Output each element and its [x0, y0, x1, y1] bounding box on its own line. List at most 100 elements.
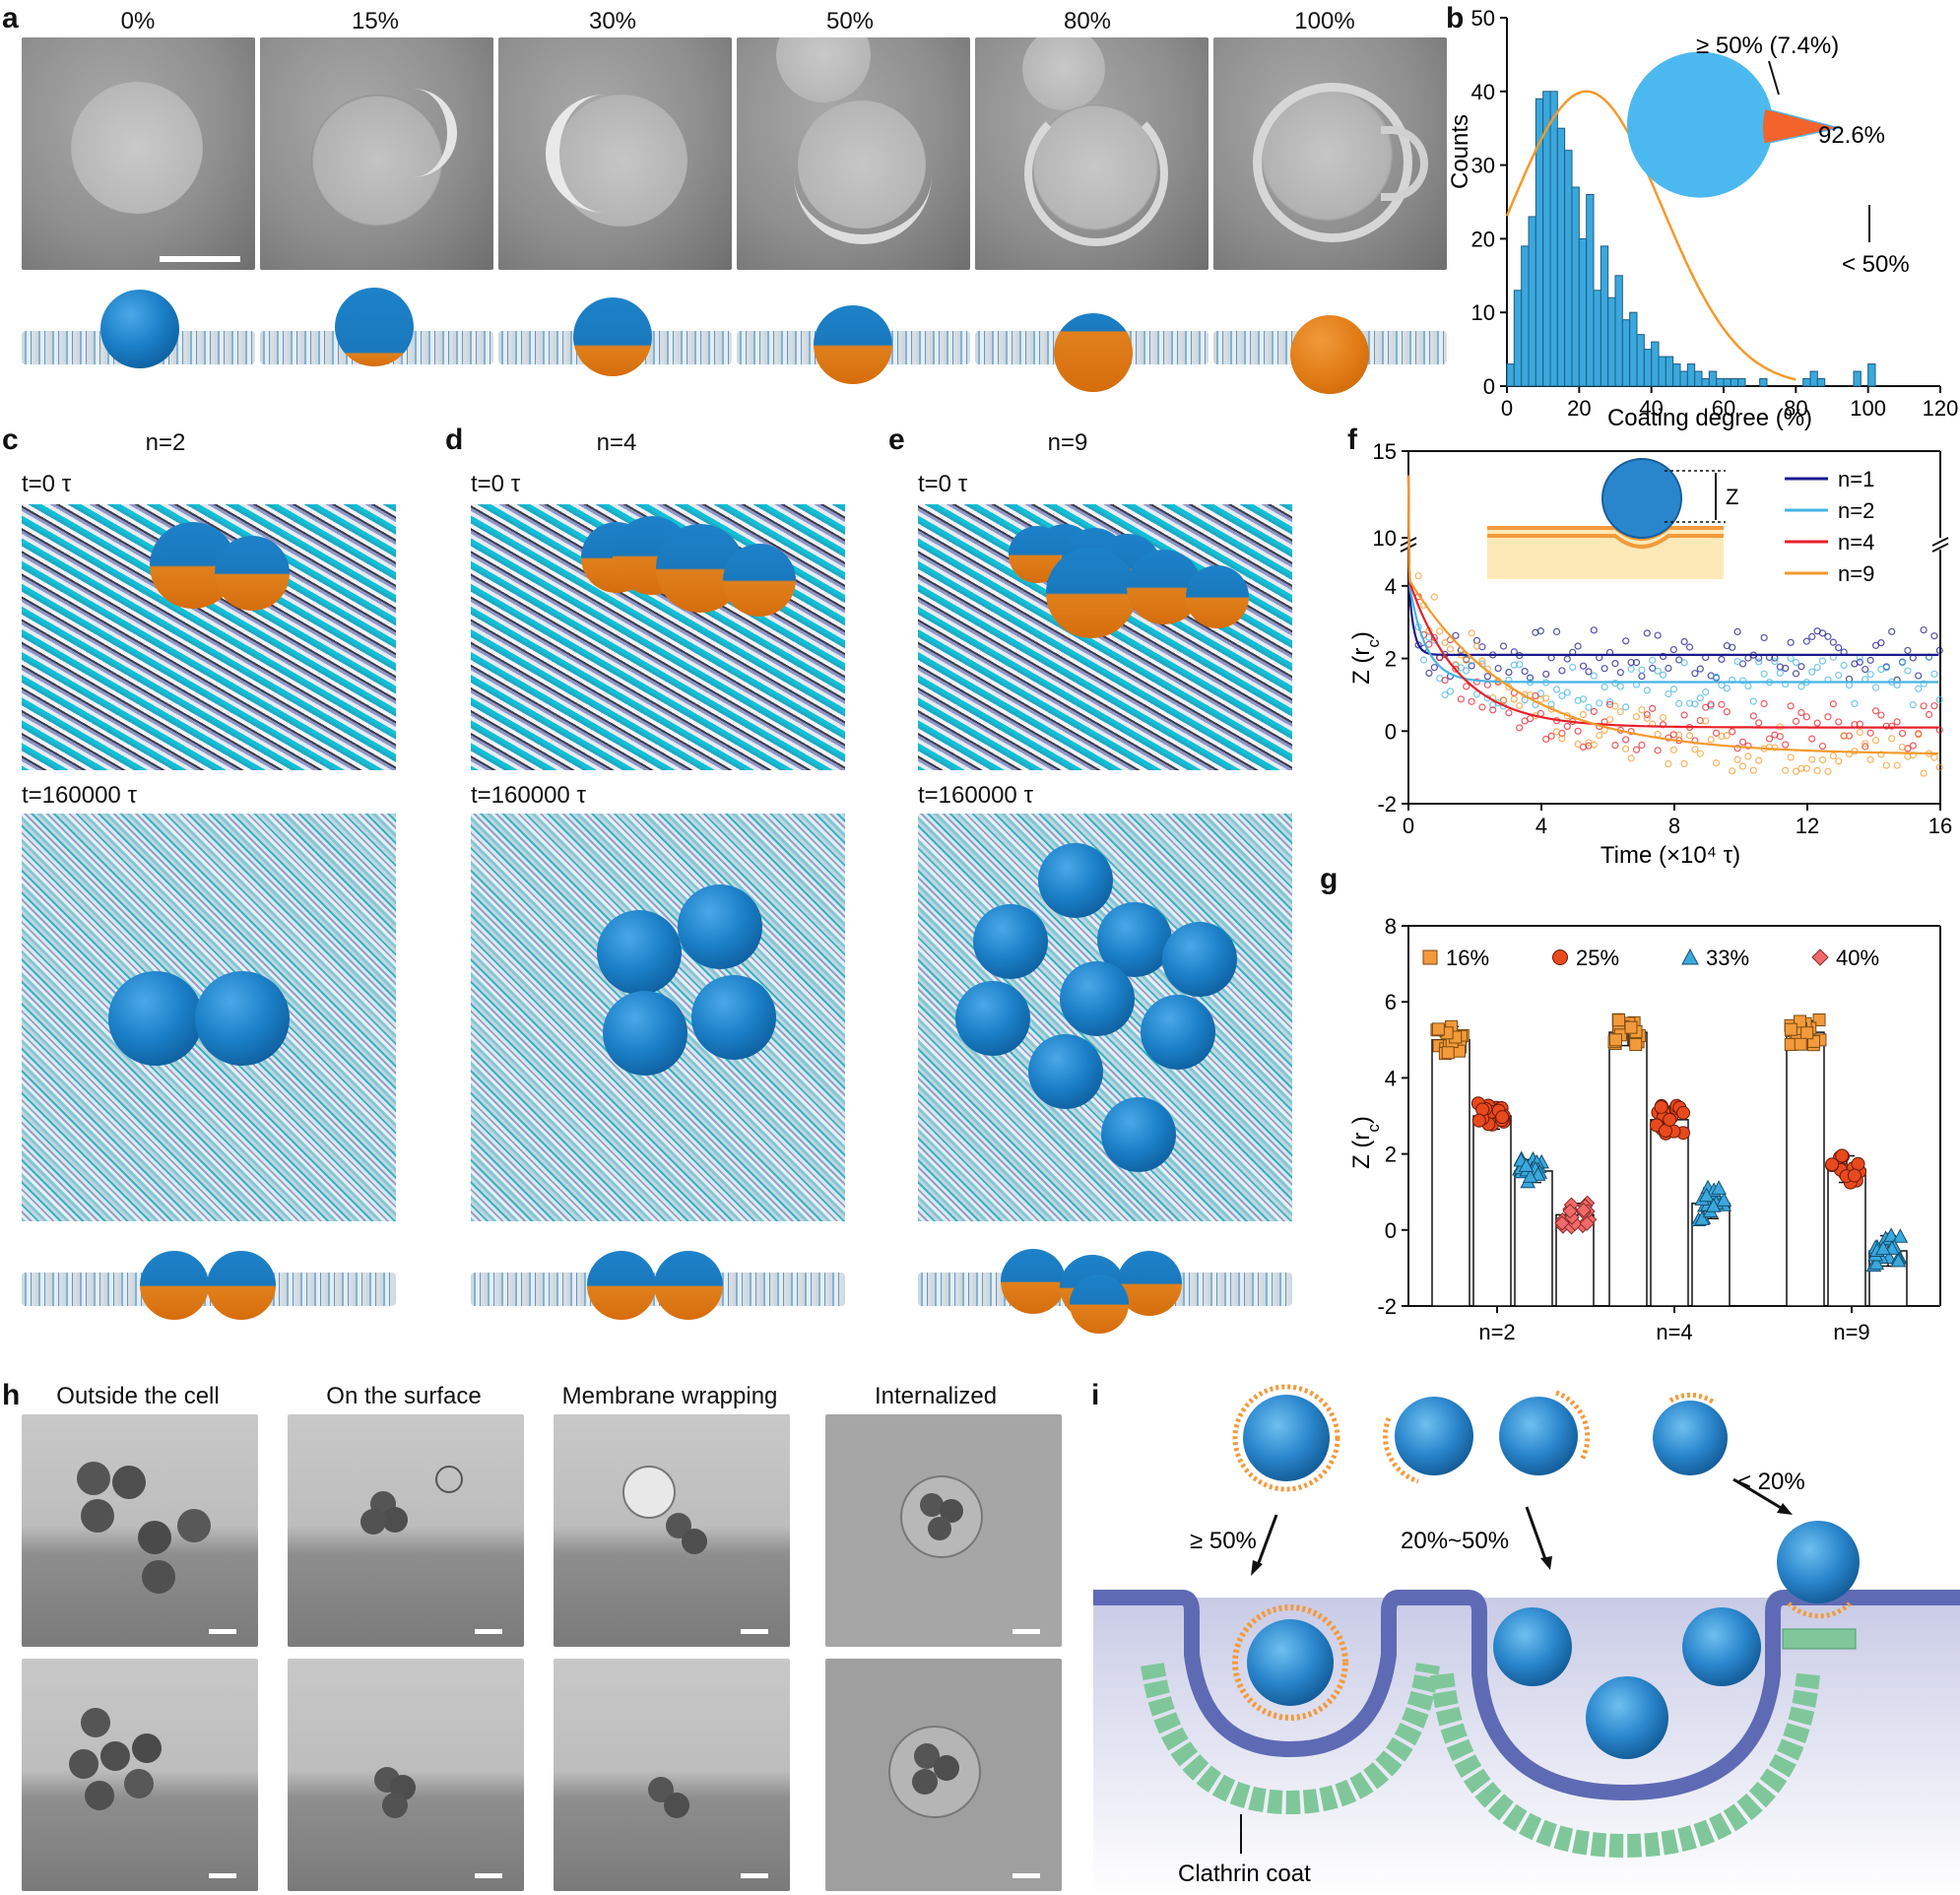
f-data-point [1888, 627, 1896, 635]
d-t1-label: t=160000 τ [471, 782, 586, 809]
f-data-point [1516, 701, 1524, 710]
f-data-point [1877, 639, 1885, 647]
panel-label-i: i [1091, 1379, 1100, 1411]
coating-label-30: 30% [588, 8, 637, 34]
g-data-point [1576, 1202, 1592, 1218]
f-data-point [1563, 688, 1571, 696]
f-data-point [1782, 741, 1790, 749]
f-data-point [1920, 625, 1927, 634]
f-data-point [1935, 726, 1943, 734]
f-data-point [1787, 638, 1795, 646]
h-internalized-2 [825, 1659, 1062, 1891]
histogram-bar [1737, 378, 1746, 387]
g-data-point [1890, 1252, 1907, 1268]
np-top-partial-1 [1395, 1397, 1473, 1475]
g-legend-marker [1681, 948, 1699, 965]
f-data-point [1675, 656, 1683, 664]
arrow-mid [1525, 1506, 1548, 1563]
f-y-tick-label: -2 [1377, 792, 1397, 817]
f-data-point [1877, 751, 1885, 758]
coating-label-100: 100% [1294, 8, 1355, 34]
histogram-bar [1759, 378, 1768, 387]
f-data-point [1627, 754, 1635, 762]
histogram-bar [1607, 296, 1616, 387]
f-data-point [1472, 636, 1481, 644]
histogram-bar [1672, 363, 1681, 387]
pie-slice-lt50 [1627, 51, 1842, 198]
np-wrapped-mid-2 [1682, 1607, 1761, 1686]
f-data-point [1749, 697, 1757, 705]
g-data-point [1825, 1157, 1840, 1172]
b-x-tick-label: 60 [1712, 396, 1735, 421]
g-data-point [1522, 1168, 1538, 1183]
f-data-point [1744, 752, 1752, 760]
f-data-point [1574, 740, 1582, 749]
g-data-point [1794, 1037, 1807, 1051]
f-data-point [1856, 658, 1863, 666]
f-data-point [1707, 700, 1715, 708]
histogram-bar [1506, 363, 1515, 387]
histogram-bar [1513, 290, 1523, 387]
f-y-tick-label: 0 [1385, 719, 1397, 744]
f-data-point [1569, 663, 1577, 672]
g-data-point [1431, 1022, 1445, 1036]
b-x-axis-label: Coating degree (%) [1607, 405, 1812, 431]
f-x-tick-label: 12 [1796, 814, 1819, 838]
f-data-point [1452, 631, 1460, 639]
histogram-bar [1571, 186, 1580, 387]
histogram-bar [1694, 370, 1703, 387]
f-x-tick-label: 4 [1535, 814, 1547, 838]
f-data-point [1866, 729, 1874, 737]
b-x-tick-label: 100 [1850, 396, 1886, 421]
panel-label-g: g [1320, 863, 1339, 895]
panel-label-f: f [1347, 424, 1357, 456]
f-data-point [1930, 670, 1938, 678]
f-data-point [1452, 665, 1460, 673]
f-data-point [1733, 657, 1741, 666]
g-bar [1650, 1119, 1689, 1307]
e-top-view [918, 814, 1292, 1221]
chart-b: 0 20 40 60 80 100 120 0 10 20 30 40 50 92.6% ≥ 50% (7… [1448, 6, 1959, 431]
b-y-tick-label: 30 [1471, 154, 1495, 178]
histogram-bar [1586, 194, 1595, 387]
f-data-point [1792, 659, 1800, 667]
np-wrapped-left [1247, 1619, 1334, 1706]
f-data-point [1616, 683, 1624, 690]
f-data-point [1446, 645, 1455, 653]
histogram-bar [1853, 370, 1862, 387]
coating-label-0: 0% [120, 8, 156, 34]
histogram-bar [1643, 349, 1653, 387]
f-data-point [1702, 703, 1710, 711]
f-axis-break [1931, 537, 1949, 547]
f-data-point [1935, 695, 1943, 703]
f-data-point [1665, 689, 1672, 698]
f-data-point [1654, 747, 1662, 754]
f-data-point [1808, 735, 1816, 743]
panel-label-a: a [2, 2, 19, 34]
b-x-tick-label: 120 [1923, 396, 1959, 421]
panel-label-c: c [2, 424, 19, 456]
histogram-bar [1730, 378, 1739, 387]
f-data-point [1840, 732, 1848, 740]
np-wrapped-mid-3 [1586, 1676, 1668, 1759]
g-data-point [1847, 1168, 1862, 1183]
f-data-point [1611, 702, 1619, 710]
f-data-point [1558, 735, 1566, 743]
f-data-point [1585, 668, 1593, 676]
f-data-point [1446, 687, 1455, 695]
f-data-point [1840, 661, 1848, 670]
f-data-point [1808, 668, 1816, 676]
f-data-point [1915, 685, 1923, 692]
f-data-point [1707, 736, 1715, 744]
f-data-point [1808, 755, 1816, 763]
b-x-tick-label: 80 [1784, 396, 1807, 421]
f-data-point [1441, 690, 1449, 699]
f-data-point [1871, 737, 1880, 745]
f-data-point [1622, 736, 1630, 744]
f-data-point [1558, 691, 1566, 700]
f-data-point [1782, 664, 1790, 673]
g-data-point [1835, 1148, 1850, 1163]
f-data-point [1871, 684, 1880, 691]
f-data-point [1792, 767, 1800, 775]
tem-image-100 [1213, 37, 1447, 270]
